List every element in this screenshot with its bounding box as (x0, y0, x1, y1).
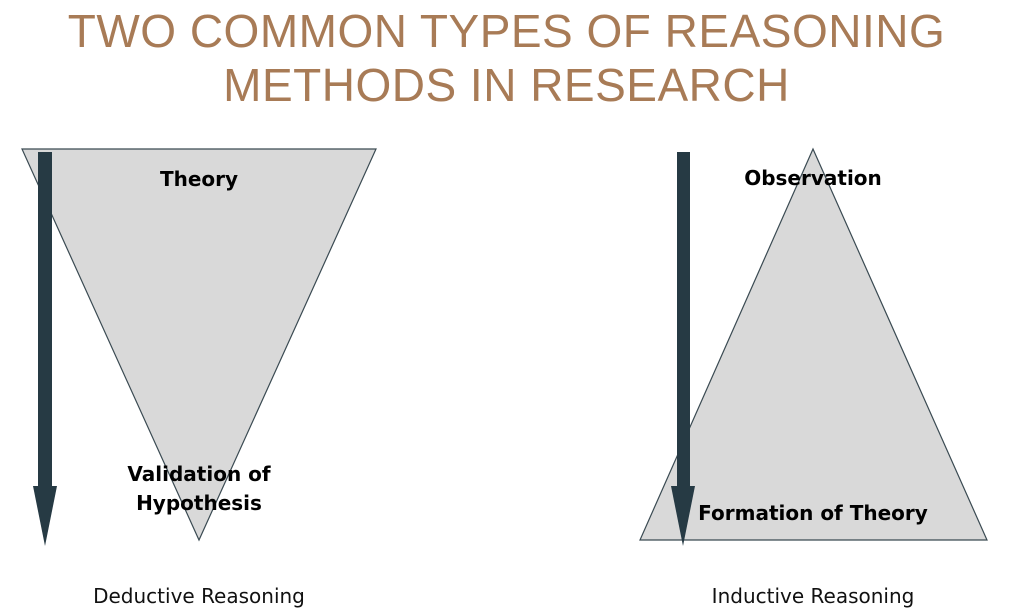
deductive-bottom-label-line-2: Hypothesis (136, 491, 262, 515)
deductive-arrow (33, 152, 57, 546)
deductive-bottom-label-line-1: Validation of (127, 462, 271, 486)
deductive-triangle (21, 148, 377, 542)
page-title: TWO COMMON TYPES OF REASONING METHODS IN… (0, 4, 1013, 112)
title-line-2: METHODS IN RESEARCH (223, 59, 790, 111)
inductive-bottom-label: Formation of Theory (698, 501, 928, 525)
inductive-triangle (639, 147, 988, 541)
inductive-arrow (671, 152, 695, 546)
deductive-diagram: Theory Validation of Hypothesis Deductiv… (21, 148, 377, 608)
deductive-caption: Deductive Reasoning (93, 584, 305, 608)
title-line-1: TWO COMMON TYPES OF REASONING (67, 5, 946, 57)
inductive-diagram: Observation Formation of Theory Inductiv… (639, 147, 988, 608)
inductive-caption: Inductive Reasoning (712, 584, 915, 608)
deductive-top-label: Theory (160, 167, 238, 191)
inductive-top-label: Observation (744, 166, 882, 190)
